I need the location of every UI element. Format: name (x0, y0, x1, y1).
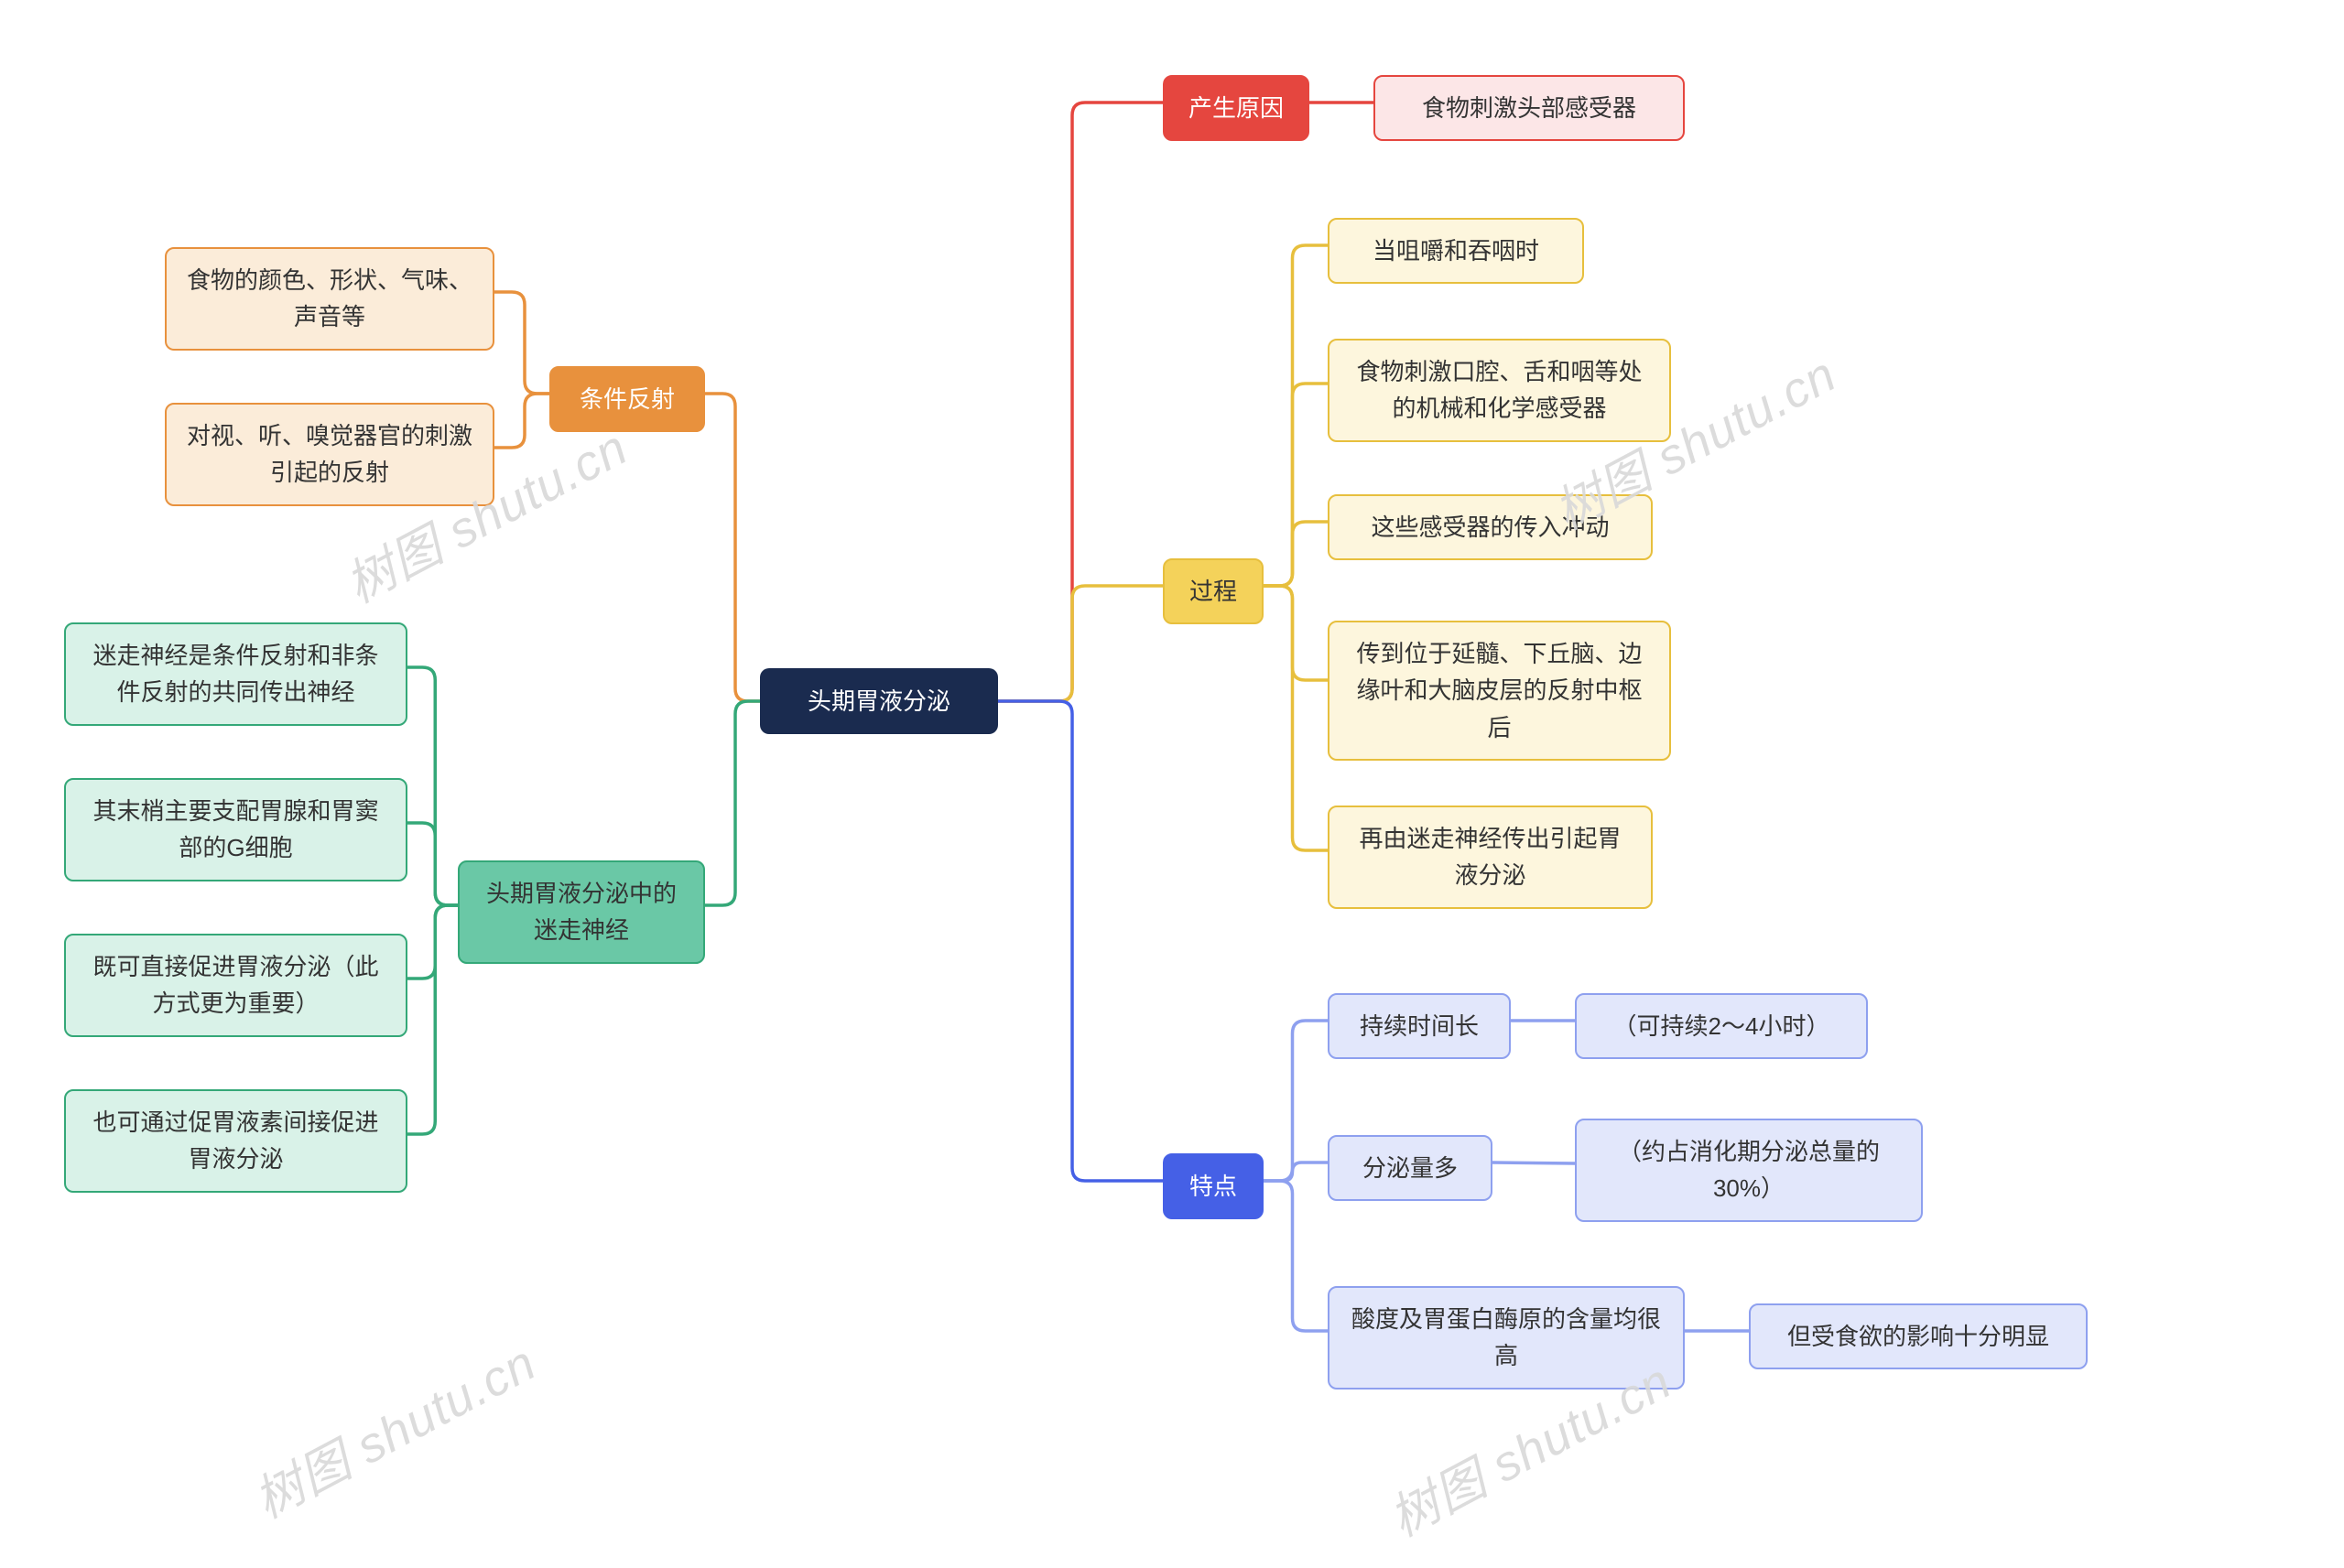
left-branch-conditioned: 条件反射 (549, 366, 705, 432)
right-branch-process: 过程 (1163, 558, 1264, 624)
right-branch-features-child-0: 持续时间长 (1328, 993, 1511, 1059)
right-branch-features-child-1-sub-0: （约占消化期分泌总量的30%） (1575, 1119, 1923, 1222)
left-branch-vagus-child-1: 其末梢主要支配胃腺和胃窦部的G细胞 (64, 778, 407, 881)
right-branch-process-child-2: 这些感受器的传入冲动 (1328, 494, 1653, 560)
right-branch-features-child-1: 分泌量多 (1328, 1135, 1492, 1201)
right-branch-process-child-3: 传到位于延髓、下丘脑、边缘叶和大脑皮层的反射中枢后 (1328, 621, 1671, 761)
left-branch-vagus: 头期胃液分泌中的迷走神经 (458, 860, 705, 964)
root-node: 头期胃液分泌 (760, 668, 998, 734)
right-branch-features-child-0-sub-0: （可持续2～4小时） (1575, 993, 1868, 1059)
right-branch-features-child-2-sub-0: 但受食欲的影响十分明显 (1749, 1303, 2088, 1369)
right-branch-features-child-2: 酸度及胃蛋白酶原的含量均很高 (1328, 1286, 1685, 1390)
right-branch-features: 特点 (1163, 1153, 1264, 1219)
right-branch-cause: 产生原因 (1163, 75, 1309, 141)
left-branch-vagus-child-0: 迷走神经是条件反射和非条件反射的共同传出神经 (64, 622, 407, 726)
left-branch-conditioned-child-0: 食物的颜色、形状、气味、声音等 (165, 247, 494, 351)
right-branch-process-child-0: 当咀嚼和吞咽时 (1328, 218, 1584, 284)
left-branch-vagus-child-3: 也可通过促胃液素间接促进胃液分泌 (64, 1089, 407, 1193)
right-branch-cause-child-0: 食物刺激头部感受器 (1373, 75, 1685, 141)
left-branch-conditioned-child-1: 对视、听、嗅觉器官的刺激引起的反射 (165, 403, 494, 506)
watermark: 树图 shutu.cn (239, 1323, 547, 1532)
right-branch-process-child-1: 食物刺激口腔、舌和咽等处的机械和化学感受器 (1328, 339, 1671, 442)
left-branch-vagus-child-2: 既可直接促进胃液分泌（此方式更为重要） (64, 934, 407, 1037)
right-branch-process-child-4: 再由迷走神经传出引起胃液分泌 (1328, 806, 1653, 909)
